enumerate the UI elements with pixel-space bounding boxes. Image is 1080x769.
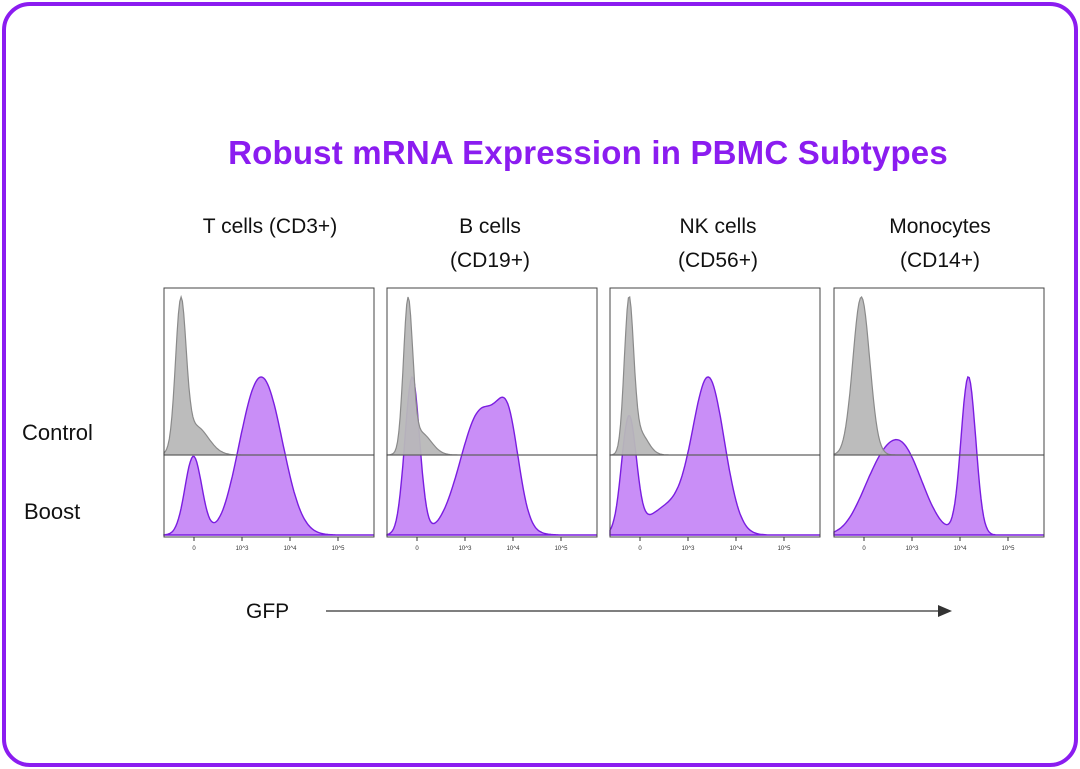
- x-tick-label: 0: [862, 546, 866, 552]
- x-tick-label: 0: [415, 546, 419, 552]
- boost-histogram: [386, 375, 597, 536]
- panel-border: [833, 287, 1045, 538]
- x-tick-label: 10^5: [1002, 546, 1015, 552]
- panel-border: [386, 287, 598, 538]
- panel-border: [163, 287, 375, 538]
- x-tick-label: 10^5: [778, 546, 791, 552]
- x-tick-label: 10^3: [459, 546, 472, 552]
- control-histogram: [833, 296, 1044, 456]
- panel-label-b-cells: B cells (CD19+): [380, 210, 600, 278]
- x-axis-label: GFP: [246, 600, 290, 623]
- x-tick-label: 10^5: [332, 546, 345, 552]
- x-tick-label: 10^3: [236, 546, 249, 552]
- chart-title: Robust mRNA Expression in PBMC Subtypes: [228, 134, 948, 171]
- x-tick-label: 10^4: [284, 546, 297, 552]
- x-tick-label: 10^4: [507, 546, 520, 552]
- x-tick-label: 10^4: [730, 546, 743, 552]
- panel-label-t-cells: T cells (CD3+): [160, 210, 380, 244]
- x-tick-label: 10^5: [555, 546, 568, 552]
- panel-label-nk-cells: NK cells (CD56+): [608, 210, 828, 278]
- gfp-arrow-head: [938, 605, 952, 617]
- boost-histogram: [833, 376, 1044, 536]
- panel-label-line2: (CD14+): [900, 249, 980, 272]
- x-tick-label: 10^4: [954, 546, 967, 552]
- x-tick-label: 10^3: [906, 546, 919, 552]
- x-tick-label: 0: [192, 546, 196, 552]
- panel-label-line2: (CD19+): [450, 249, 530, 272]
- boost-histogram: [609, 376, 820, 536]
- x-tick-label: 0: [638, 546, 642, 552]
- panel-label-line1: NK cells: [679, 215, 757, 238]
- panel-label-line1: B cells: [459, 215, 521, 238]
- panel-label-monocytes: Monocytes (CD14+): [830, 210, 1050, 278]
- panel-label-line1: T cells (CD3+): [202, 215, 338, 238]
- row-label-control: Control: [22, 420, 93, 445]
- panel-border: [609, 287, 821, 538]
- panel-label-line2: (CD56+): [678, 249, 758, 272]
- panel-label-line1: Monocytes: [889, 215, 991, 238]
- row-label-boost: Boost: [24, 499, 81, 524]
- x-tick-label: 10^3: [682, 546, 695, 552]
- boost-histogram: [163, 376, 374, 536]
